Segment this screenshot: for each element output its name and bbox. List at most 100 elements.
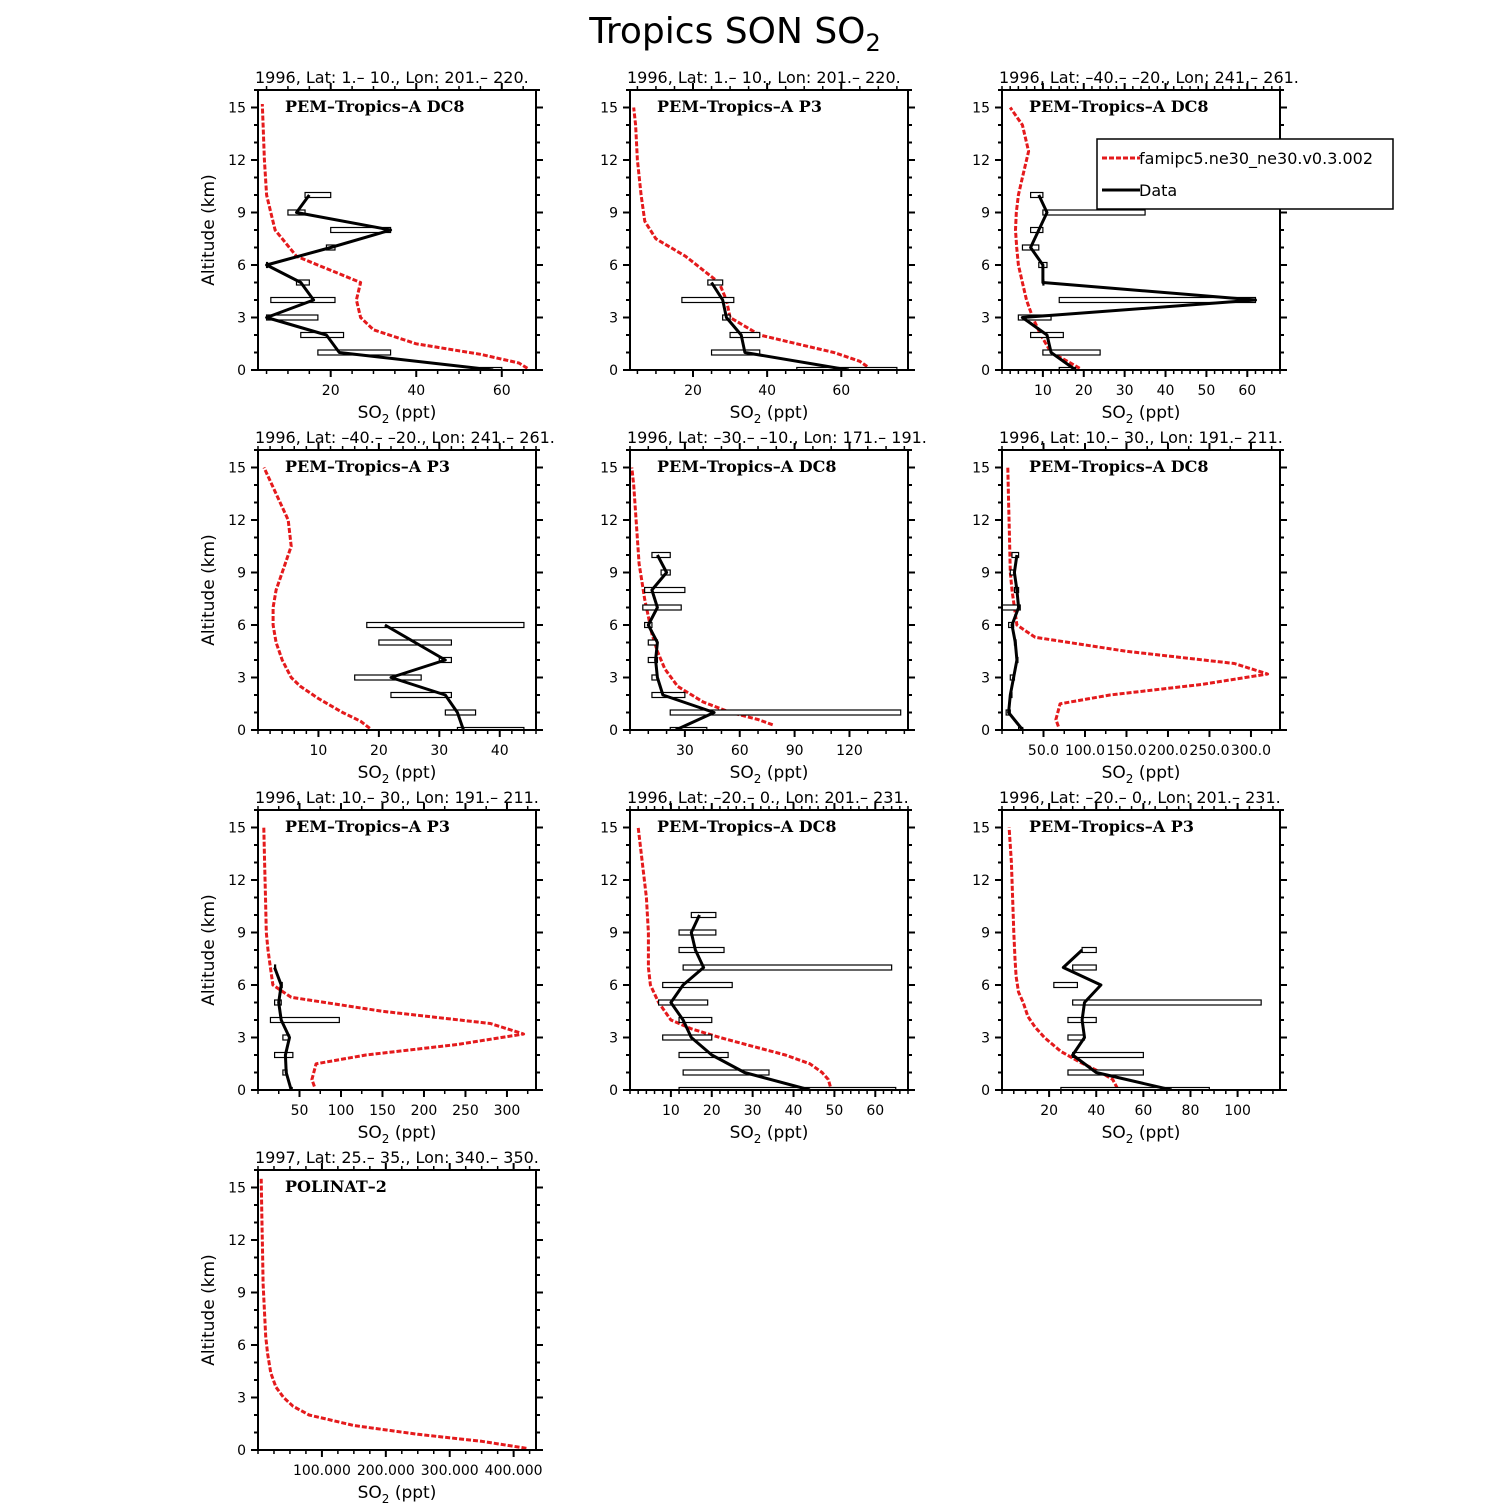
y-tick-label: 0 <box>237 1443 246 1459</box>
y-tick-label: 3 <box>237 1031 246 1047</box>
data-range-box <box>669 709 902 716</box>
data-range-box <box>669 726 708 730</box>
y-tick-label: 6 <box>237 258 246 274</box>
y-tick-label: 12 <box>228 153 246 169</box>
x-tick-label: 300.000 <box>421 1463 479 1479</box>
model-line <box>262 827 526 1088</box>
x-tick-label: 300.0 <box>1231 743 1271 759</box>
y-tick-label: 6 <box>237 1338 246 1354</box>
y-tick-label: 15 <box>600 461 618 477</box>
data-range-box <box>729 331 761 339</box>
y-tick-label: 3 <box>609 671 618 687</box>
campaign-label: POLINAT–2 <box>285 1177 387 1196</box>
x-tick-label: 30 <box>676 743 694 759</box>
y-axis-label: Altitude (km) <box>199 174 219 286</box>
x-tick-label: 20 <box>703 1103 721 1119</box>
model-line <box>1008 106 1081 370</box>
x-axis-label: SO2 (ppt) <box>730 403 809 426</box>
x-tick-label: 50 <box>291 1103 309 1119</box>
plot-area <box>632 107 898 370</box>
campaign-label: PEM–Tropics–A P3 <box>1029 817 1194 836</box>
y-tick-label: 0 <box>609 1083 618 1099</box>
x-tick-label: 20 <box>370 743 388 759</box>
y-tick-label: 0 <box>981 1083 990 1099</box>
data-range-box <box>710 349 761 356</box>
data-range-box <box>690 911 717 919</box>
panel-8: 1996, Lat: –20.– 0., Lon: 201.– 231. 0 3 6 9… <box>600 788 915 1146</box>
model-line <box>1007 827 1119 1090</box>
y-tick-label: 0 <box>981 363 990 379</box>
panel-5: 1996, Lat: –30.– –10., Lon: 171.– 191. 0 3… <box>600 428 927 786</box>
y-tick-label: 9 <box>609 566 618 582</box>
data-range-box <box>1058 366 1077 370</box>
data-range-box <box>444 709 477 716</box>
y-tick-label: 12 <box>972 873 990 889</box>
y-tick-label: 9 <box>609 926 618 942</box>
x-tick-label: 40 <box>785 1103 803 1119</box>
model-line <box>632 107 869 368</box>
y-tick-label: 3 <box>981 671 990 687</box>
y-axis-label: Altitude (km) <box>199 894 219 1006</box>
figure-title: Tropics SON SO2 <box>588 11 881 57</box>
y-tick-label: 0 <box>981 723 990 739</box>
x-tick-label: 200 <box>411 1103 438 1119</box>
y-tick-label: 6 <box>237 978 246 994</box>
y-tick-label: 15 <box>600 101 618 117</box>
y-tick-label: 9 <box>981 206 990 222</box>
plot-area <box>636 827 897 1090</box>
panel-2: 1996, Lat: 1.– 10., Lon: 201.– 220. 0 3 6 9 1… <box>600 68 915 426</box>
x-tick-label: 60 <box>493 383 511 399</box>
data-range-box <box>642 604 682 611</box>
x-tick-label: 50.0 <box>1028 743 1059 759</box>
data-range-box <box>678 1016 713 1024</box>
model-line <box>1006 467 1270 728</box>
x-tick-label: 200.000 <box>357 1463 415 1479</box>
y-tick-label: 9 <box>609 206 618 222</box>
plot-area <box>259 1178 527 1450</box>
y-tick-label: 9 <box>237 206 246 222</box>
y-tick-label: 15 <box>228 821 246 837</box>
x-tick-label: 20 <box>684 383 702 399</box>
x-tick-label: 100 <box>1224 1103 1251 1119</box>
x-tick-label: 10 <box>1034 383 1052 399</box>
x-axis-label: SO2 (ppt) <box>1102 403 1181 426</box>
y-tick-label: 12 <box>228 513 246 529</box>
y-tick-label: 6 <box>609 978 618 994</box>
y-axis-label: Altitude (km) <box>199 534 219 646</box>
y-tick-label: 0 <box>237 1083 246 1099</box>
x-tick-label: 60 <box>866 1103 884 1119</box>
plot-frame <box>1001 449 1281 731</box>
y-tick-label: 0 <box>609 723 618 739</box>
y-tick-label: 12 <box>972 513 990 529</box>
data-range-box <box>682 1069 770 1076</box>
data-range-box <box>662 1034 713 1041</box>
model-line <box>636 827 832 1087</box>
data-range-box <box>647 656 659 664</box>
data-line <box>710 281 849 370</box>
y-tick-label: 9 <box>237 926 246 942</box>
plot-frame <box>1001 809 1281 1091</box>
panel-title: 1996, Lat: –20.– 0., Lon: 201.– 231. <box>999 788 1281 807</box>
campaign-label: PEM–Tropics–A DC8 <box>285 97 465 116</box>
data-line <box>265 194 494 370</box>
y-tick-label: 3 <box>981 311 990 327</box>
y-tick-label: 3 <box>609 1031 618 1047</box>
model-line <box>262 466 371 730</box>
data-line <box>384 623 465 730</box>
data-range-box <box>1072 999 1262 1006</box>
campaign-label: PEM–Tropics–A DC8 <box>1029 97 1209 116</box>
x-tick-label: 40 <box>491 743 509 759</box>
x-tick-label: 10 <box>662 1103 680 1119</box>
campaign-label: PEM–Tropics–A DC8 <box>1029 457 1209 476</box>
panel-title: 1996, Lat: 1.– 10., Lon: 201.– 220. <box>255 68 529 87</box>
panel-title: 1996, Lat: –30.– –10., Lon: 171.– 191. <box>627 428 927 447</box>
x-tick-label: 300 <box>494 1103 521 1119</box>
x-tick-label: 40 <box>758 383 776 399</box>
x-tick-label: 60 <box>731 743 749 759</box>
plot-area <box>1002 467 1270 730</box>
y-tick-label: 12 <box>972 153 990 169</box>
y-tick-label: 0 <box>237 363 246 379</box>
data-range-box <box>678 1051 729 1059</box>
legend: famipc5.ne30_ne30.v0.3.002 Data <box>1096 138 1394 210</box>
data-range-box <box>651 551 671 559</box>
